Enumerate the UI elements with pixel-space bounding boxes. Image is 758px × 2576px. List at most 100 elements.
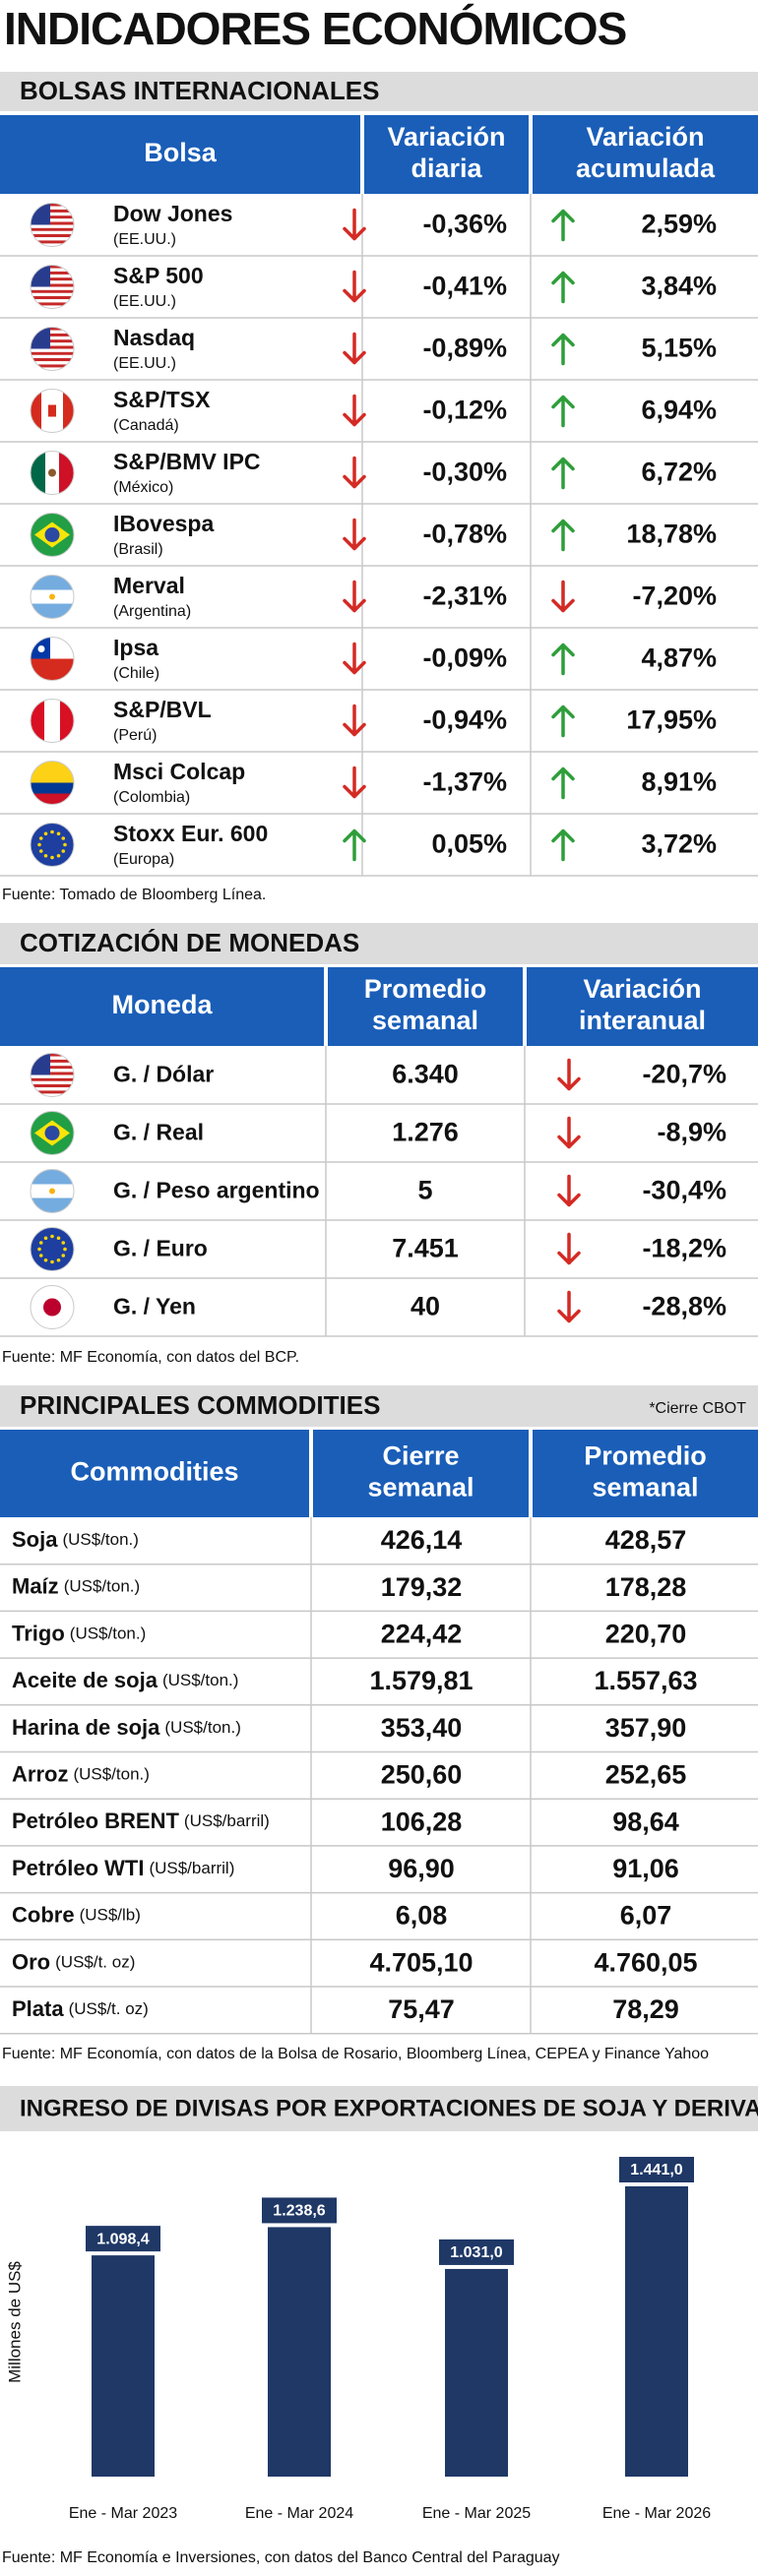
flag-part xyxy=(49,1188,55,1195)
x-tick-label: Ene - Mar 2026 xyxy=(602,2505,711,2522)
header-cell xyxy=(313,1430,529,1517)
daily-change: -0,36% xyxy=(422,210,507,239)
arrow-path xyxy=(551,395,575,428)
accum-change: 8,91% xyxy=(641,767,717,797)
yearly-change: -8,9% xyxy=(657,1118,726,1147)
commodity-label: Petróleo WTI (US$/barril) xyxy=(12,1856,234,1880)
accum-change: 3,84% xyxy=(641,272,717,301)
currency-name: G. / Yen xyxy=(113,1294,196,1319)
flag-part xyxy=(56,853,61,858)
index-name: IBovespa xyxy=(113,511,214,536)
flag-part xyxy=(31,286,74,290)
header-text: Moneda xyxy=(111,990,213,1019)
daily-change: -0,89% xyxy=(422,334,507,363)
flag xyxy=(30,203,75,247)
source: Fuente: Tomado de Bloomberg Línea. xyxy=(2,887,266,903)
accum-change: 2,59% xyxy=(641,210,717,239)
flag-part xyxy=(31,1074,74,1078)
flag xyxy=(30,513,75,557)
flag-body xyxy=(31,1285,74,1329)
weekly-average: 220,70 xyxy=(605,1620,687,1649)
flag-part xyxy=(60,699,74,743)
y-axis-label: Millones de US$ xyxy=(5,2261,24,2383)
flag-part xyxy=(31,361,74,365)
flag xyxy=(30,823,75,867)
arrow-path xyxy=(551,519,575,552)
weekly-average: 4.760,05 xyxy=(594,1947,697,1977)
flag-part xyxy=(31,575,74,590)
index-name: Merval xyxy=(113,573,185,598)
header-text: Promedio xyxy=(364,974,487,1004)
yearly-change: -30,4% xyxy=(642,1176,726,1205)
header-cell xyxy=(364,115,529,194)
flag-part xyxy=(31,1059,74,1063)
value-label-box xyxy=(262,2197,337,2224)
weekly-close: 1.579,81 xyxy=(369,1666,473,1695)
section-title: INGRESO DE DIVISAS POR EXPORTACIONES DE … xyxy=(20,2095,758,2121)
flag-part xyxy=(31,1093,74,1097)
bar xyxy=(445,2268,508,2477)
down-arrow xyxy=(343,270,366,303)
daily-change: -0,94% xyxy=(422,705,507,735)
weekly-average: 6.340 xyxy=(392,1060,459,1089)
flag-rim xyxy=(30,451,75,495)
accum-change: 6,94% xyxy=(641,396,717,425)
index-country: (Europa) xyxy=(113,851,174,868)
flag-part xyxy=(31,793,74,805)
section-bar xyxy=(0,923,758,964)
section-title: COTIZACIÓN DE MONEDAS xyxy=(20,928,359,957)
flag-part xyxy=(31,299,74,303)
commodity-unit: (US$/barril) xyxy=(184,1812,270,1831)
flag-part xyxy=(43,831,48,836)
commodity-unit: (US$/t. oz) xyxy=(69,1999,149,2018)
header-cell xyxy=(0,115,360,194)
commodity-name: Plata xyxy=(12,1996,64,2021)
source: Fuente: MF Economía e Inversiones, con d… xyxy=(2,2549,560,2566)
flag-part xyxy=(31,234,74,238)
header-text: Variación xyxy=(586,122,704,152)
flag-rim xyxy=(30,513,75,557)
arrow-path xyxy=(551,580,575,613)
flag-rim xyxy=(30,699,75,743)
flag-body xyxy=(31,327,74,371)
daily-change: -0,41% xyxy=(422,272,507,301)
flag-rim xyxy=(30,1285,75,1329)
commodity-name: Maíz xyxy=(12,1574,59,1599)
flag-body xyxy=(31,1111,74,1155)
flag xyxy=(30,1169,75,1213)
flag-body xyxy=(31,1053,74,1097)
down-arrow xyxy=(343,208,366,241)
flag-part xyxy=(31,367,74,371)
commodity-label: Plata (US$/t. oz) xyxy=(12,1996,149,2021)
flag-part xyxy=(31,302,74,306)
flag-part xyxy=(31,336,74,340)
flag-body xyxy=(31,451,74,495)
arrow-path xyxy=(551,767,575,800)
flag-part xyxy=(31,342,74,346)
accum-change: 3,72% xyxy=(641,829,717,859)
flag-part xyxy=(37,1247,41,1252)
flag-part xyxy=(31,603,74,619)
down-arrow xyxy=(343,394,366,427)
commodity-label: Trigo (US$/ton.) xyxy=(12,1621,146,1645)
flag-part xyxy=(31,1197,74,1213)
accum-change: 4,87% xyxy=(641,644,717,673)
flag-rim xyxy=(30,389,75,433)
bar xyxy=(268,2227,331,2477)
index-name: Msci Colcap xyxy=(113,759,245,784)
weekly-close: 224,42 xyxy=(381,1620,463,1649)
x-tick-label: Ene - Mar 2024 xyxy=(245,2505,353,2522)
flag-rim xyxy=(30,1169,75,1213)
flag-part xyxy=(31,203,74,207)
index-name: S&P 500 xyxy=(113,263,204,288)
flag-part xyxy=(31,1053,74,1057)
source: Fuente: MF Economía, con datos del BCP. xyxy=(2,1349,299,1366)
index-name: S&P/TSX xyxy=(113,387,211,412)
flag-rim xyxy=(30,823,75,867)
flag-part xyxy=(31,240,74,244)
commodity-unit: (US$/ton.) xyxy=(64,1577,140,1596)
down-arrow xyxy=(343,766,366,799)
commodity-label: Petróleo BRENT (US$/barril) xyxy=(12,1809,270,1833)
